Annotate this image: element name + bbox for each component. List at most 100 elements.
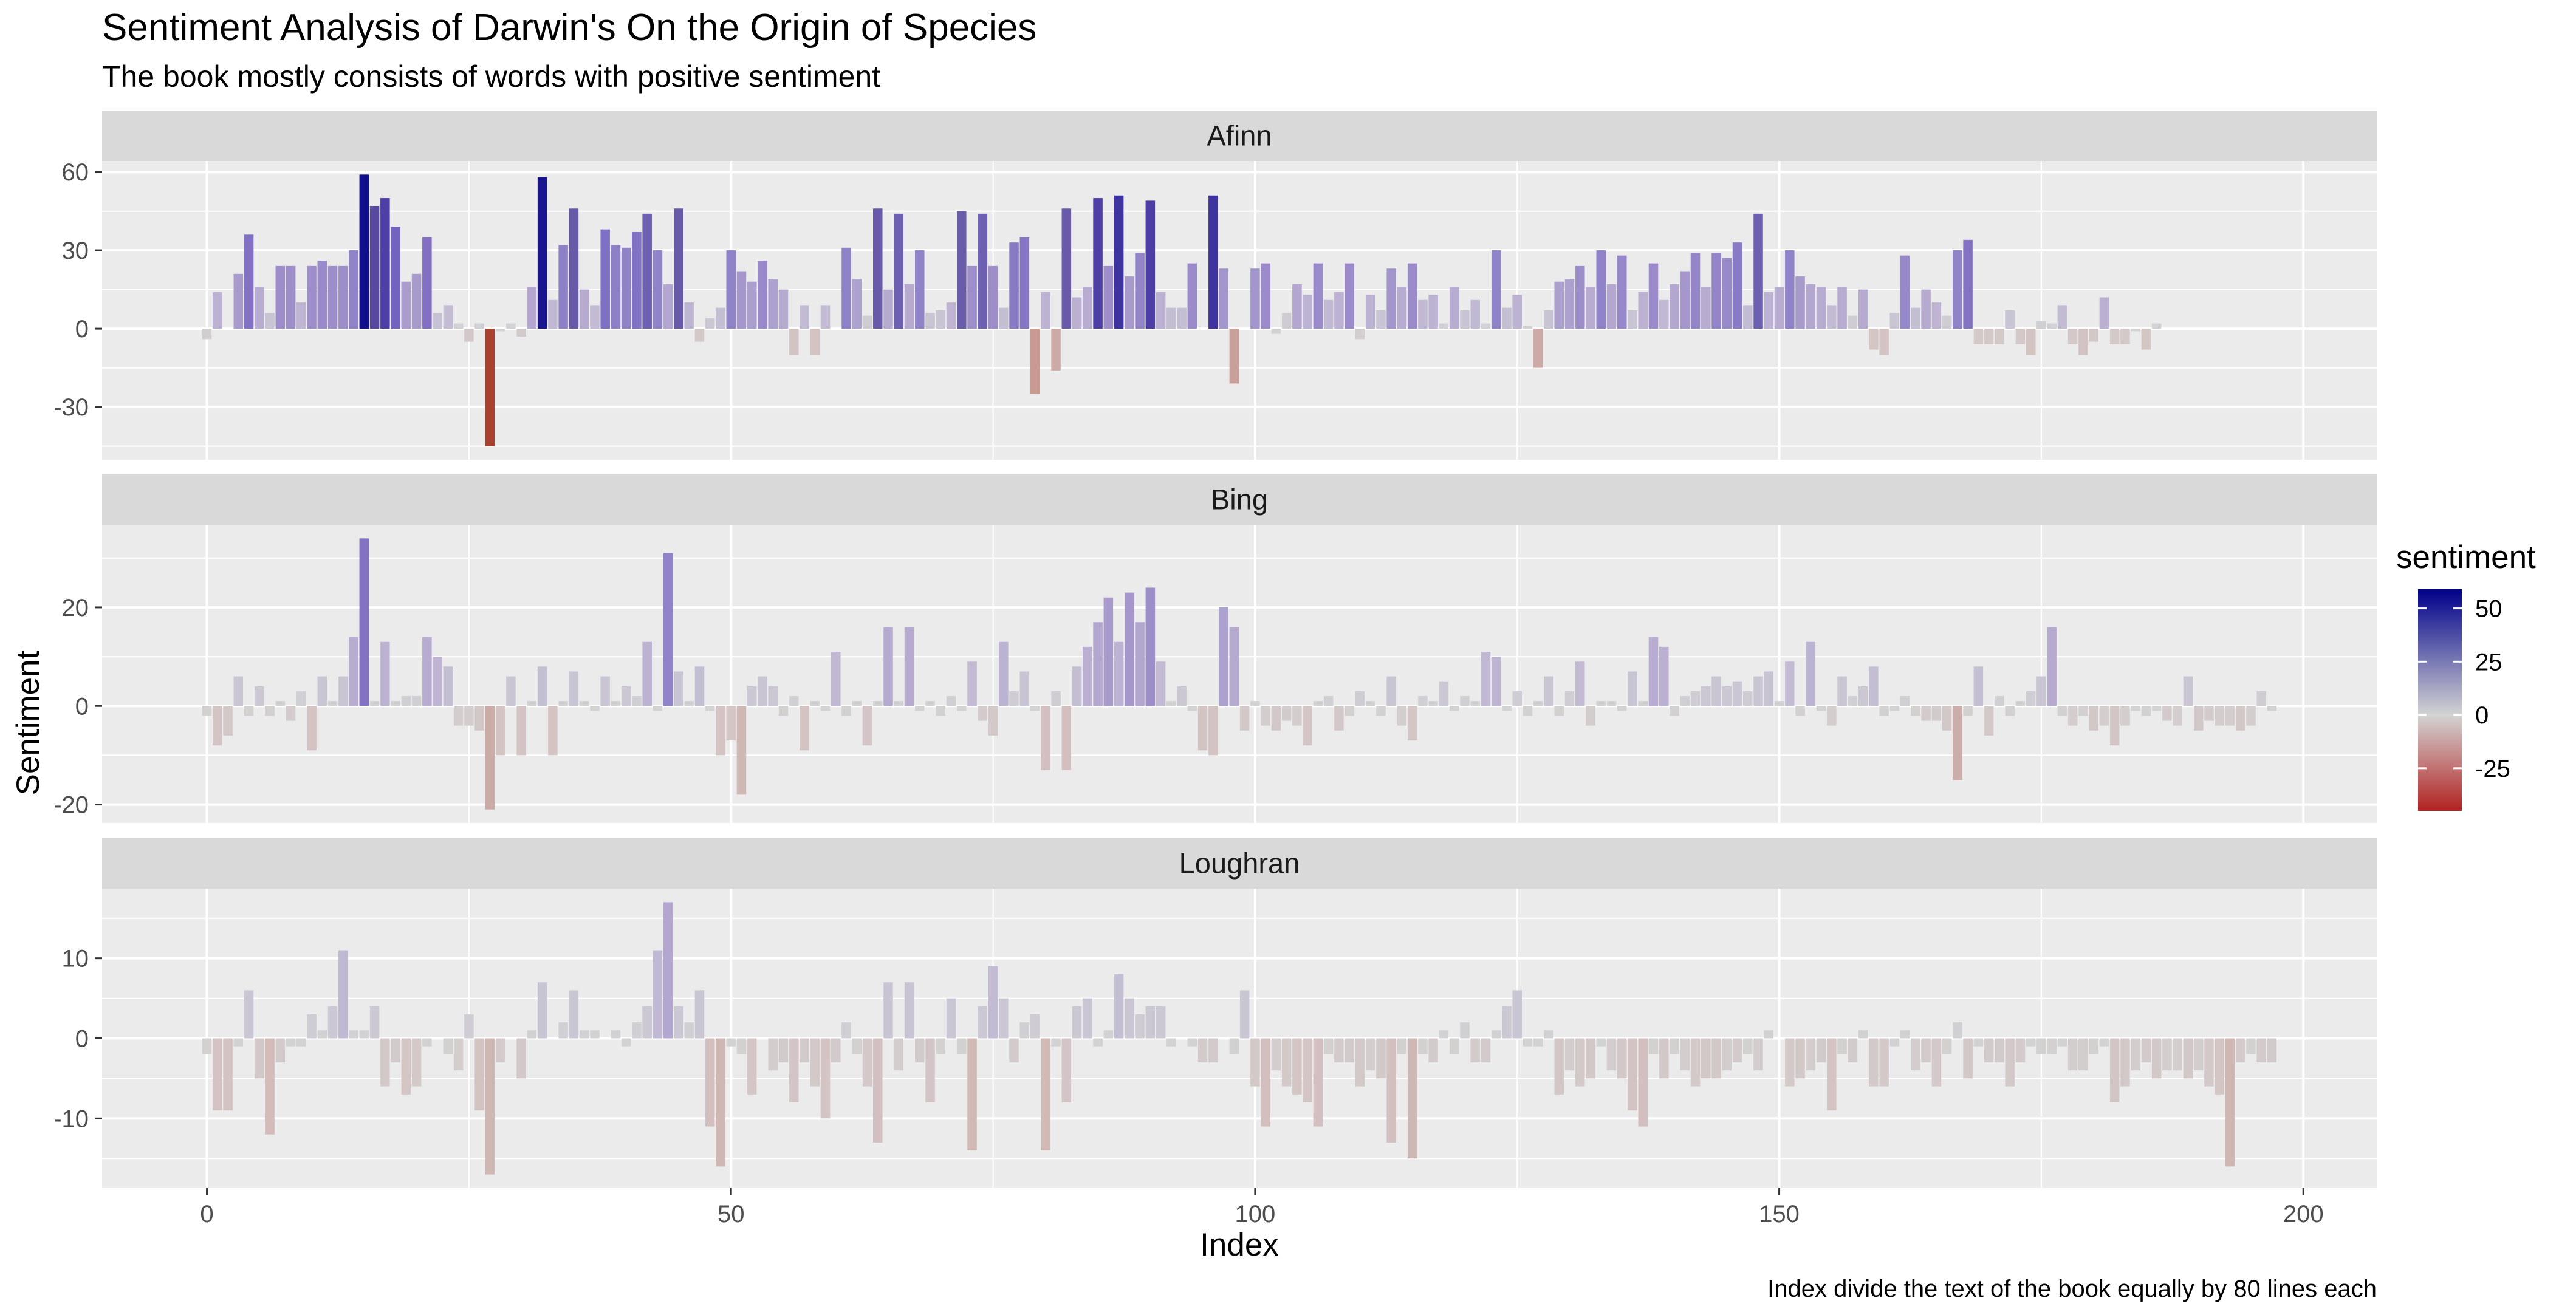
bar: [1303, 1038, 1312, 1102]
bar: [883, 982, 893, 1039]
facet-panels: Afinn 60 30 0 -30 Bing 20 0 -20 Loughran 10 0 -10: [53, 111, 2377, 1188]
bar: [1554, 706, 1564, 716]
bar: [1617, 255, 1627, 329]
bar: [2120, 1038, 2130, 1087]
bar: [558, 1022, 568, 1039]
bar: [716, 706, 725, 756]
bar: [852, 279, 862, 329]
bar: [2057, 1038, 2067, 1047]
bar: [2141, 1038, 2151, 1063]
bar: [1292, 1038, 1302, 1095]
bar: [579, 1030, 589, 1039]
bar: [1292, 706, 1302, 726]
bar: [1491, 657, 1501, 706]
bar: [1512, 990, 1522, 1039]
bar: [810, 701, 820, 706]
bar: [1271, 1038, 1281, 1071]
bar: [2015, 1038, 2026, 1063]
bar: [1093, 622, 1103, 706]
bar: [464, 329, 474, 342]
bar: [338, 950, 348, 1039]
bar: [632, 231, 642, 329]
bar: [653, 706, 663, 711]
bar: [1051, 329, 1061, 371]
bar: [213, 1038, 222, 1111]
bar: [1239, 706, 1250, 731]
bar: [380, 641, 390, 706]
bar: [537, 666, 547, 706]
bar: [244, 990, 254, 1039]
bar: [1617, 1038, 1627, 1079]
bar: [768, 686, 778, 706]
bar: [391, 1038, 400, 1063]
bar: [1491, 1030, 1501, 1039]
bar: [1376, 1038, 1386, 1079]
bar: [359, 174, 369, 329]
bar: [307, 265, 317, 329]
bar: [495, 329, 505, 332]
bar: [2204, 706, 2214, 721]
bar: [590, 1030, 600, 1039]
bar: [1009, 1038, 1019, 1063]
x-axis: 0 50 100 150 200: [200, 1188, 2324, 1228]
bar: [1125, 592, 1134, 706]
bar: [255, 1038, 264, 1079]
bar: [1072, 297, 1082, 329]
bar: [1376, 310, 1386, 329]
bar: [957, 211, 967, 329]
bar: [2173, 706, 2182, 726]
bar: [1732, 242, 1742, 329]
bar: [988, 706, 998, 736]
bar: [621, 1038, 631, 1047]
bar: [1125, 998, 1134, 1039]
facet-strip-label: Loughran: [1179, 847, 1300, 880]
bar: [904, 284, 914, 329]
bar: [2267, 1038, 2277, 1063]
bar: [1407, 706, 1417, 741]
bar: [915, 1038, 925, 1063]
bar: [1659, 299, 1669, 329]
bar: [579, 701, 589, 706]
bar: [1156, 661, 1166, 706]
bar: [1575, 661, 1585, 706]
bar: [1827, 305, 1837, 329]
bar: [1963, 239, 1973, 329]
bar: [464, 706, 474, 726]
bar: [1397, 706, 1407, 726]
bar: [1764, 671, 1774, 706]
bar: [1858, 1030, 1868, 1039]
bar: [1313, 263, 1323, 329]
bar: [726, 250, 736, 329]
bar: [2067, 706, 2078, 726]
bar: [1470, 701, 1480, 706]
bar: [600, 676, 610, 706]
bar: [1848, 1038, 1858, 1063]
bar: [2099, 297, 2109, 329]
bar: [1743, 305, 1753, 329]
bar: [1900, 1030, 1910, 1039]
x-tick-label: 0: [200, 1201, 213, 1228]
legend-title: sentiment: [2396, 539, 2536, 575]
bar: [2099, 706, 2109, 726]
bar: [747, 281, 757, 329]
bar: [1323, 299, 1334, 329]
bar: [495, 1038, 505, 1063]
bar: [1303, 706, 1312, 746]
bar: [2225, 706, 2235, 726]
bar: [327, 1006, 338, 1039]
bar: [1281, 706, 1292, 721]
bar: [936, 706, 946, 716]
legend-colorbar: [2418, 589, 2462, 811]
y-tick-label: 60: [62, 159, 89, 186]
bar: [1103, 265, 1114, 329]
bar: [1680, 1038, 1690, 1071]
bar: [1533, 1038, 1543, 1047]
bar: [1397, 287, 1407, 329]
bar: [1292, 284, 1302, 329]
bar: [1428, 295, 1438, 329]
y-tick-label: -30: [53, 394, 89, 421]
bar: [978, 706, 988, 721]
bar: [338, 265, 348, 329]
bar: [2131, 706, 2140, 711]
bar: [1795, 276, 1805, 329]
